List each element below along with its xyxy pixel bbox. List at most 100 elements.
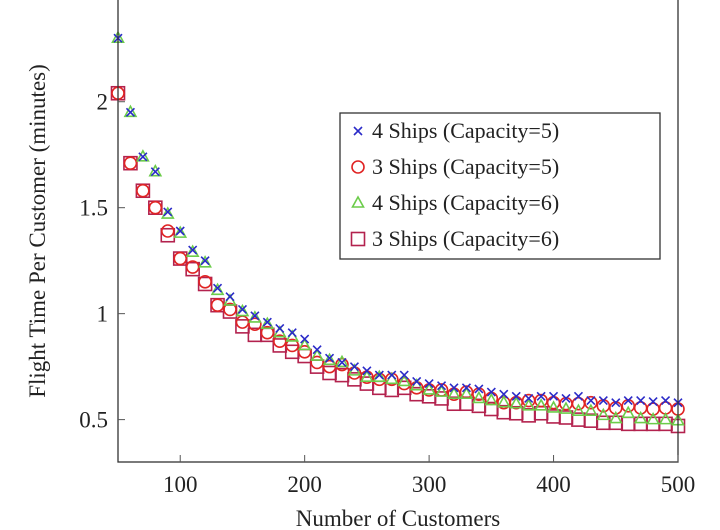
data-point-circle <box>173 251 188 266</box>
y-tick-label: 1.5 <box>79 196 108 221</box>
data-point-cross <box>636 395 646 406</box>
data-point-triangle <box>148 164 163 177</box>
data-point-cross <box>486 387 496 397</box>
data-point-circle <box>310 355 324 370</box>
data-point-triangle <box>210 282 225 296</box>
data-point-circle <box>260 325 275 340</box>
data-point-cross <box>399 370 409 380</box>
data-point-triangle <box>658 411 673 425</box>
data-point-square <box>521 408 536 423</box>
data-point-cross <box>511 391 521 401</box>
data-point-triangle <box>509 396 524 409</box>
y-tick-label: 0.5 <box>79 408 108 433</box>
data-point-triangle <box>646 411 660 425</box>
y-tick-label: 2 <box>97 90 109 115</box>
data-point-cross <box>449 383 459 393</box>
data-point-cross <box>436 381 447 391</box>
data-point-cross <box>324 353 335 363</box>
data-point-triangle <box>596 407 611 421</box>
data-point-triangle <box>608 410 623 424</box>
legend-box <box>339 112 661 260</box>
data-point-triangle <box>136 149 150 162</box>
data-point-cross <box>362 366 372 376</box>
data-point-cross <box>548 391 559 401</box>
data-point-cross <box>312 345 322 355</box>
data-point-triangle <box>173 225 188 238</box>
data-point-cross <box>337 357 347 367</box>
data-point-triangle <box>397 373 412 387</box>
data-point-triangle <box>571 403 586 416</box>
data-point-cross <box>611 398 621 408</box>
legend-label: 3 Ships (Capacity=6) <box>372 226 559 251</box>
data-point-cross <box>163 207 173 217</box>
data-point-cross <box>524 393 534 403</box>
legend-entry: 3 Ships (Capacity=6) <box>350 226 559 251</box>
data-point-triangle <box>360 369 374 383</box>
data-point-cross <box>387 370 397 380</box>
x-tick-label: 100 <box>163 472 198 497</box>
data-point-circle <box>584 395 598 410</box>
legend-square-icon <box>350 231 366 247</box>
data-point-circle <box>148 200 163 215</box>
data-point-square <box>459 396 474 412</box>
legend-label: 4 Ships (Capacity=5) <box>372 118 559 143</box>
y-tick-label: 1 <box>97 302 109 327</box>
data-point-circle <box>160 224 175 238</box>
data-point-triangle <box>459 386 474 399</box>
legend-triangle-icon <box>351 195 365 208</box>
data-point-cross <box>200 256 210 266</box>
series-cross <box>113 33 683 408</box>
data-point-cross <box>573 391 584 401</box>
data-point-circle <box>198 275 212 289</box>
data-point-triangle <box>322 352 337 366</box>
data-point-circle <box>235 315 250 329</box>
data-point-circle <box>285 338 300 353</box>
data-point-triangle <box>559 401 573 414</box>
data-point-triangle <box>248 310 262 323</box>
x-axis-label: Number of Customers <box>296 506 500 530</box>
legend-label: 4 Ships (Capacity=6) <box>372 190 559 215</box>
data-point-triangle <box>372 369 387 383</box>
data-point-triangle <box>422 382 436 395</box>
legend-cross-icon <box>353 126 363 136</box>
data-point-cross <box>212 283 223 293</box>
legend-entry: 4 Ships (Capacity=6) <box>351 190 559 215</box>
x-tick-label: 400 <box>536 472 571 497</box>
data-point-cross <box>424 379 434 389</box>
x-tick-label: 300 <box>412 472 447 497</box>
data-point-circle <box>136 183 150 198</box>
data-point-cross <box>586 395 596 406</box>
data-point-cross <box>499 389 509 399</box>
data-point-cross <box>188 245 198 255</box>
data-point-triangle <box>472 390 486 404</box>
data-point-square <box>620 416 636 432</box>
data-point-square <box>583 413 599 428</box>
data-point-square <box>197 276 213 292</box>
data-point-triangle <box>185 244 200 257</box>
data-point-triangle <box>633 410 648 424</box>
data-point-circle <box>123 156 138 170</box>
data-point-cross <box>374 370 384 380</box>
data-point-cross <box>175 226 185 236</box>
data-point-triangle <box>123 104 138 118</box>
data-point-triangle <box>297 337 312 351</box>
data-point-cross <box>474 384 484 394</box>
data-point-triangle <box>584 403 598 416</box>
data-point-triangle <box>534 398 548 411</box>
data-point-cross <box>623 395 633 406</box>
x-tick-label: 200 <box>287 472 322 497</box>
data-point-triangle <box>546 400 561 413</box>
data-point-triangle <box>496 395 511 408</box>
data-point-circle <box>297 344 312 359</box>
data-point-cross <box>300 334 310 344</box>
data-point-cross <box>138 152 148 162</box>
data-point-square <box>185 261 200 277</box>
data-point-cross <box>660 395 671 406</box>
data-point-circle <box>248 317 262 332</box>
data-point-cross <box>225 292 235 302</box>
legend-entry: 4 Ships (Capacity=5) <box>353 118 559 143</box>
data-point-triangle <box>235 303 250 317</box>
data-point-triangle <box>434 384 449 397</box>
data-point-cross <box>237 304 248 314</box>
